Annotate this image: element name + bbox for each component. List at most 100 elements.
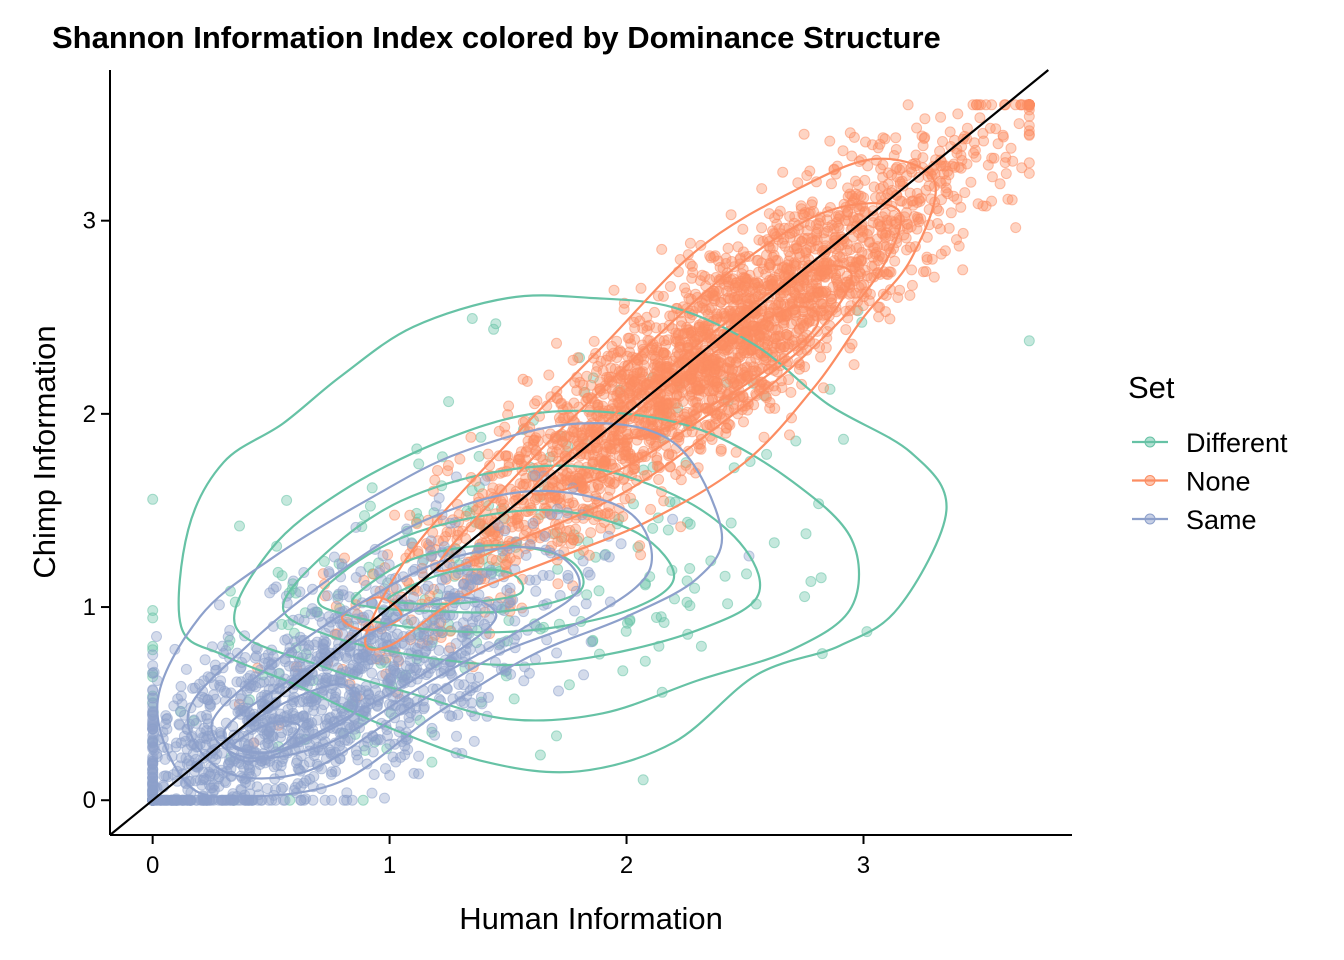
point-same	[433, 492, 445, 504]
point-different	[719, 570, 731, 582]
point-none	[773, 296, 785, 308]
point-same	[479, 474, 491, 486]
point-same	[399, 749, 411, 761]
point-none	[645, 434, 657, 446]
point-none	[1000, 168, 1012, 180]
point-none	[1013, 118, 1025, 130]
point-none	[1023, 99, 1035, 111]
x-tick-label: 3	[857, 852, 870, 879]
point-none	[882, 167, 894, 179]
point-none	[705, 252, 717, 264]
point-none	[611, 335, 623, 347]
point-none	[1023, 110, 1035, 122]
legend-key-point-same	[1144, 513, 1156, 525]
point-same	[268, 761, 280, 773]
point-same	[451, 730, 462, 742]
point-none	[486, 554, 498, 565]
point-none	[730, 446, 742, 458]
point-none	[696, 269, 708, 281]
point-same	[294, 586, 306, 598]
point-none	[957, 227, 969, 239]
point-none	[513, 520, 525, 532]
point-none	[942, 165, 954, 177]
point-same	[323, 566, 335, 578]
point-none	[906, 264, 918, 276]
point-none	[732, 293, 744, 305]
point-same	[453, 679, 465, 690]
point-none	[844, 342, 856, 354]
point-none	[781, 328, 793, 340]
point-same	[368, 769, 380, 780]
point-none	[758, 354, 770, 366]
point-none	[552, 578, 564, 590]
point-different	[473, 450, 485, 462]
point-none	[624, 332, 635, 344]
point-same	[326, 794, 338, 806]
point-same	[499, 525, 511, 537]
point-none	[777, 166, 789, 178]
point-same	[387, 751, 399, 763]
point-none	[618, 303, 630, 315]
point-same	[304, 756, 315, 768]
point-same	[353, 652, 365, 664]
point-none	[847, 231, 859, 243]
point-same	[337, 589, 349, 601]
point-same	[530, 585, 542, 597]
point-same	[553, 685, 564, 697]
point-none	[651, 452, 663, 463]
point-same	[346, 794, 358, 806]
point-different	[684, 518, 696, 530]
point-none	[711, 375, 722, 387]
point-same	[215, 675, 227, 687]
point-same	[562, 573, 574, 584]
point-different	[443, 396, 455, 408]
plot-area	[109, 69, 1050, 836]
point-none	[889, 255, 901, 267]
point-none	[1023, 167, 1035, 179]
point-none	[884, 313, 896, 325]
point-none	[917, 152, 929, 164]
point-same	[249, 652, 261, 664]
point-none	[675, 474, 687, 486]
point-none	[793, 363, 805, 375]
point-none	[779, 341, 790, 353]
point-none	[748, 277, 760, 288]
point-none	[783, 374, 794, 386]
point-none	[969, 144, 981, 156]
point-same	[182, 794, 194, 806]
point-none	[748, 361, 760, 373]
point-none	[831, 248, 843, 260]
point-none	[812, 223, 824, 235]
point-same	[569, 605, 580, 617]
point-none	[588, 335, 600, 347]
point-none	[653, 474, 665, 485]
point-same	[421, 640, 433, 652]
point-none	[798, 128, 810, 140]
point-none	[935, 248, 947, 260]
point-none	[879, 207, 891, 219]
point-same	[147, 719, 159, 730]
point-different	[800, 528, 812, 540]
point-same	[277, 794, 289, 806]
point-same	[198, 766, 209, 778]
point-none	[707, 385, 719, 396]
point-none	[815, 351, 827, 363]
point-none	[1010, 222, 1022, 234]
point-none	[986, 152, 998, 164]
x-axis-title: Human Information	[459, 901, 723, 936]
point-none	[953, 240, 965, 252]
point-different	[490, 318, 502, 330]
point-none	[1023, 157, 1035, 169]
point-different	[838, 433, 849, 445]
point-none	[739, 369, 751, 381]
x-tick-label: 2	[620, 852, 633, 879]
point-same	[524, 574, 536, 586]
point-different	[272, 566, 284, 578]
point-none	[577, 379, 589, 391]
point-none	[972, 198, 984, 210]
point-none	[894, 176, 906, 188]
point-same	[352, 754, 364, 766]
point-none	[738, 416, 749, 428]
point-none	[802, 313, 814, 325]
point-none	[429, 474, 441, 486]
